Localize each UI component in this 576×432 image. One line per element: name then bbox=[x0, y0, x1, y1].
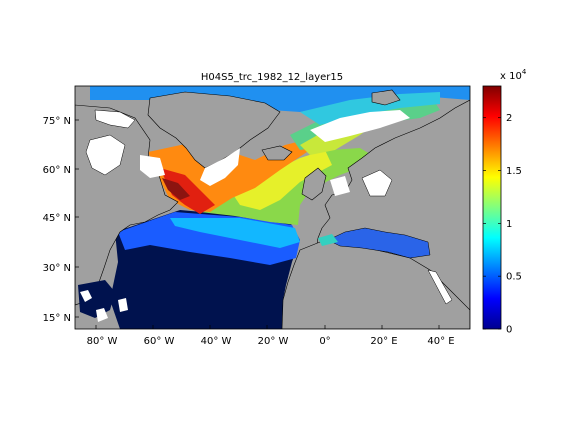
x-tick-label: 40° E bbox=[427, 336, 454, 347]
x-tick-label: 80° W bbox=[87, 336, 118, 347]
y-tick-label: 60° N bbox=[43, 165, 71, 176]
colorbar-tick-label: 1.5 bbox=[506, 166, 522, 177]
y-tick-label: 75° N bbox=[43, 116, 71, 127]
ocean-arctic-cyan bbox=[300, 92, 440, 125]
water-hudson-bay bbox=[85, 134, 126, 176]
x-tick-label: 0° bbox=[319, 336, 330, 347]
map-plot-area bbox=[75, 86, 470, 329]
missing-nordic-seas bbox=[310, 110, 410, 142]
colorbar-tick-label: 0 bbox=[506, 325, 512, 336]
missing-baltic bbox=[361, 169, 393, 197]
ocean-labrador-red bbox=[160, 168, 215, 214]
missing-labrador bbox=[140, 155, 165, 178]
ocean-cyan-band bbox=[170, 218, 300, 248]
colorbar-tick-label: 1 bbox=[506, 219, 512, 230]
ocean-north-yellow bbox=[230, 150, 332, 210]
map-frame bbox=[74, 85, 471, 330]
colorbar-gradient bbox=[482, 85, 502, 330]
colorbar-tick-label: 2 bbox=[506, 113, 512, 124]
land-british-isles bbox=[301, 167, 327, 201]
ocean-mediterranean bbox=[327, 227, 431, 259]
y-tick-label: 30° N bbox=[43, 263, 71, 274]
x-tick-label: 40° W bbox=[201, 336, 232, 347]
map-title: H04S5_trc_1982_12_layer15 bbox=[201, 72, 343, 83]
missing-caribbean bbox=[80, 290, 128, 322]
x-ticks: 80° W 60° W 40° W 20° W 0° 20° E 40° E bbox=[87, 325, 455, 347]
colorbar-tick-label: 0.5 bbox=[506, 272, 522, 283]
missing-greenland-east bbox=[200, 148, 240, 186]
colorbar-exponent-label: x 104 bbox=[500, 68, 527, 82]
colorbar: x 104 0 0.5 1 1.5 2 bbox=[482, 68, 527, 336]
water-arctic-channels bbox=[94, 109, 136, 129]
y-tick-label: 15° N bbox=[43, 313, 71, 324]
ocean-mediterranean-west bbox=[318, 234, 338, 246]
ocean-gulf-of-mexico bbox=[78, 280, 115, 318]
colorbar-ticks: 0 0.5 1 1.5 2 bbox=[483, 113, 522, 336]
x-tick-label: 20° E bbox=[370, 336, 397, 347]
x-tick-label: 20° W bbox=[258, 336, 289, 347]
ocean-labrador-darkred bbox=[162, 178, 190, 200]
land-iceland bbox=[261, 145, 293, 161]
x-tick-label: 60° W bbox=[144, 336, 175, 347]
land-svalbard bbox=[371, 89, 401, 106]
missing-north-sea bbox=[330, 176, 350, 196]
y-ticks: 75° N 60° N 45° N 30° N 15° N bbox=[43, 116, 79, 324]
ocean-red-sea bbox=[427, 269, 453, 305]
y-tick-label: 45° N bbox=[43, 213, 71, 224]
colorbar-exponent-power: 4 bbox=[522, 68, 527, 76]
